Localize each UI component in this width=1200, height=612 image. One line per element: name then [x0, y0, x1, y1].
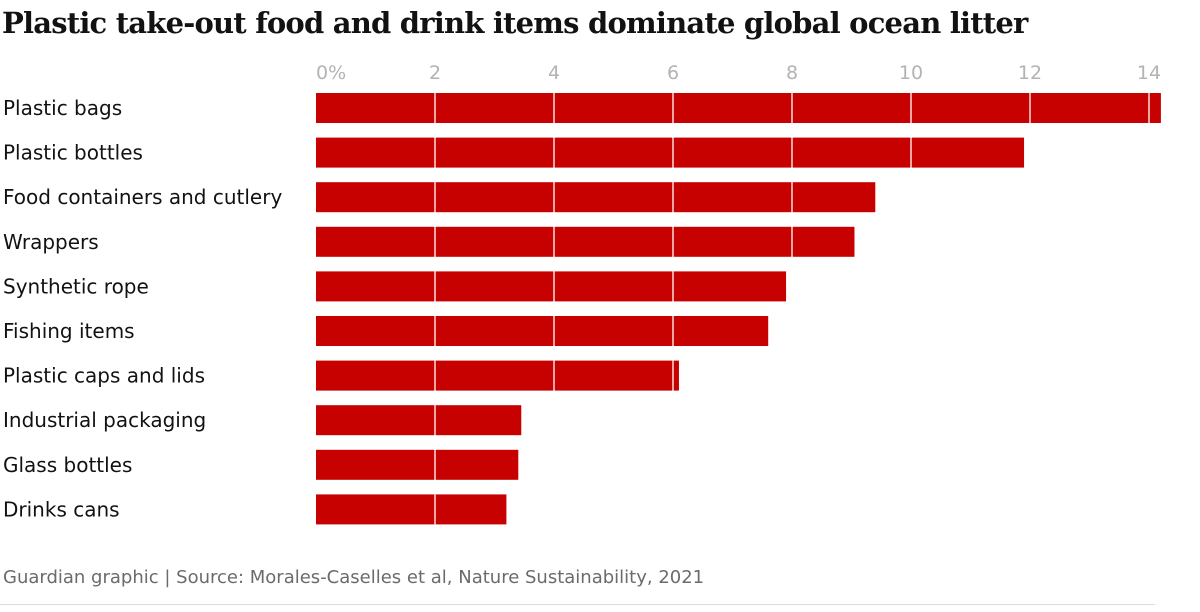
category-label: Drinks cans	[3, 497, 120, 521]
bar	[316, 93, 1161, 123]
source-note: Guardian graphic | Source: Morales-Casel…	[3, 567, 705, 588]
bar	[316, 494, 507, 525]
category-label: Wrappers	[3, 230, 99, 254]
x-axis-ticks: 0% 2 4 6 8 10 12 14	[316, 62, 1161, 84]
x-tick-label: 6	[667, 62, 679, 84]
x-tick-label: 4	[548, 62, 560, 84]
category-label: Synthetic rope	[3, 274, 149, 298]
category-label: Food containers and cutlery	[3, 185, 282, 209]
gridlines	[434, 93, 1150, 525]
x-tick-label: 0%	[316, 62, 346, 84]
chart-title: Plastic take-out food and drink items do…	[2, 6, 1028, 40]
x-tick-label: 12	[1018, 62, 1042, 84]
bar-chart: 0% 2 4 6 8 10 12 14 Plastic bags Plastic bottles…	[3, 62, 1161, 525]
bar	[316, 182, 876, 213]
category-label: Plastic bottles	[3, 141, 143, 165]
x-tick-label: 10	[899, 62, 923, 84]
x-tick-label: 8	[786, 62, 798, 84]
bars	[316, 93, 1161, 525]
bar	[316, 137, 1025, 168]
x-tick-label: 14	[1137, 62, 1161, 84]
bar	[316, 226, 855, 257]
category-label: Plastic bags	[3, 96, 122, 120]
category-labels: Plastic bags Plastic bottles Food containe…	[3, 96, 282, 521]
category-label: Plastic caps and lids	[3, 364, 205, 388]
x-tick-label: 2	[429, 62, 441, 84]
footer-divider	[0, 604, 1155, 605]
bar	[316, 405, 522, 436]
bar	[316, 316, 769, 346]
category-label: Fishing items	[3, 319, 135, 343]
bar	[316, 271, 787, 302]
category-label: Glass bottles	[3, 453, 132, 477]
category-label: Industrial packaging	[3, 408, 206, 432]
bar	[316, 360, 679, 391]
bar	[316, 449, 519, 480]
